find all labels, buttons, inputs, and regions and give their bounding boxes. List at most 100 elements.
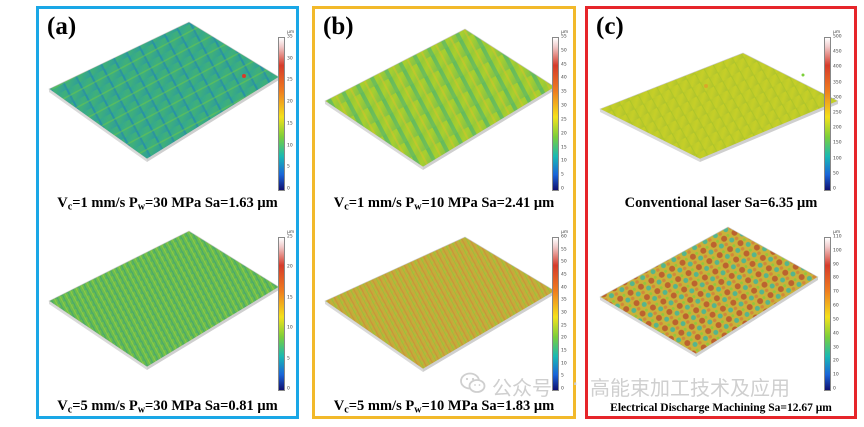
scale-tick-label: 110 [833, 234, 842, 240]
surface-map-b-top [324, 28, 556, 170]
scale-tick-label: 45 [561, 272, 567, 278]
scale-tick-label: 100 [833, 248, 842, 254]
scale-tick-label: 0 [561, 186, 564, 192]
unit-label: μm [561, 30, 569, 35]
panel-c-label: (c) [596, 13, 624, 40]
scale-tick-label: 45 [561, 62, 567, 68]
scale-tick-label: 25 [561, 117, 567, 123]
watermark-separator: · [572, 372, 579, 396]
scale-tick-label: 30 [833, 345, 839, 351]
scale-tick-label: 60 [561, 234, 567, 240]
scale-tick-label: 10 [561, 361, 567, 367]
scale-tick-label: 15 [287, 295, 293, 301]
scale-tick-label: 400 [833, 64, 842, 70]
scale-tick-label: 15 [561, 145, 567, 151]
scale-tick-label: 5 [561, 373, 564, 379]
caption-c-top: Conventional laser Sa=6.35 μm [624, 195, 818, 211]
color-scale-b-top: μm 55 50 45 40 35 30 25 20 15 10 5 0 [552, 30, 568, 192]
scale-tick-label: 25 [287, 77, 293, 83]
panel-a-label: (a) [47, 13, 77, 40]
scale-tick-label: 40 [561, 75, 567, 81]
caption-b-top: Vc=1 mm/s Pw=10 MPa Sa=2.41 μm [333, 195, 555, 213]
scale-tick-label: 15 [561, 348, 567, 354]
caption-a-top: Vc=1 mm/s Pw=30 MPa Sa=1.63 μm [57, 195, 278, 213]
scale-tick-label: 10 [287, 325, 293, 331]
color-gradient-bar [824, 37, 831, 191]
scale-tick-label: 80 [833, 275, 839, 281]
surface-map-a-bottom [48, 230, 280, 370]
panel-b-label: (b) [323, 13, 354, 40]
surface-map-c-bottom [599, 226, 819, 357]
unit-label: μm [561, 230, 569, 235]
color-gradient-bar [824, 237, 831, 391]
color-scale-a-bottom: μm 25 20 15 10 5 0 [278, 230, 294, 392]
scale-tick-label: 10 [833, 372, 839, 378]
scale-tick-label: 35 [287, 34, 293, 40]
scale-tick-label: 20 [561, 335, 567, 341]
surface-map-c-top [599, 52, 839, 162]
scale-tick-label: 50 [833, 317, 839, 323]
scale-tick-label: 25 [287, 234, 293, 240]
scale-tick-label: 500 [833, 34, 842, 40]
color-scale-b-bottom: μm 60 55 50 45 40 35 30 25 20 15 10 5 0 [552, 230, 568, 392]
scale-tick-label: 20 [287, 99, 293, 105]
scale-tick-label: 20 [561, 131, 567, 137]
panel-b: (b) [312, 6, 576, 419]
unit-label: μm [833, 230, 841, 235]
scale-tick-label: 30 [287, 56, 293, 62]
scale-tick-label: 20 [287, 264, 293, 270]
unit-label: μm [287, 230, 295, 235]
scale-tick-label: 100 [833, 156, 842, 162]
color-scale-c-top: μm 500 450 400 350 300 250 200 150 100 50 0 [824, 30, 842, 192]
color-scale-c-bottom: μm 110 100 90 80 70 60 50 40 30 20 10 0 [824, 230, 842, 392]
scale-tick-label: 300 [833, 95, 842, 101]
scale-tick-label: 0 [287, 386, 290, 392]
scale-tick-label: 60 [833, 303, 839, 309]
color-gradient-bar [278, 37, 285, 191]
scale-tick-label: 70 [833, 289, 839, 295]
color-gradient-bar [552, 237, 559, 391]
scale-tick-label: 5 [287, 164, 290, 170]
scale-tick-label: 10 [561, 158, 567, 164]
scale-tick-label: 25 [561, 323, 567, 329]
scale-tick-label: 0 [287, 186, 290, 192]
caption-b-bottom: Vc=5 mm/s Pw=10 MPa Sa=1.83 μm [333, 398, 555, 416]
scale-tick-label: 0 [833, 186, 836, 192]
scale-tick-label: 0 [561, 386, 564, 392]
color-gradient-bar [278, 237, 285, 391]
scale-tick-label: 15 [287, 121, 293, 127]
surface-map-a-top [48, 21, 280, 162]
scale-tick-label: 30 [561, 103, 567, 109]
scale-tick-label: 250 [833, 110, 842, 116]
watermark: 公众号 · 高能束加工技术及应用 [460, 372, 860, 400]
panel-a: (a) [36, 6, 299, 419]
caption-c-bottom: Electrical Discharge Machining Sa=12.67 … [610, 402, 832, 414]
unit-label: μm [833, 30, 841, 35]
scale-tick-label: 40 [833, 331, 839, 337]
scale-tick-label: 30 [561, 310, 567, 316]
scale-tick-label: 40 [561, 285, 567, 291]
scale-tick-label: 450 [833, 49, 842, 55]
scale-tick-label: 150 [833, 140, 842, 146]
scale-tick-label: 55 [561, 34, 567, 40]
scale-tick-label: 35 [561, 297, 567, 303]
scale-tick-label: 50 [833, 171, 839, 177]
watermark-prefix: 公众号 [492, 376, 552, 400]
scale-tick-label: 90 [833, 262, 839, 268]
panel-c: (c) μm [585, 6, 857, 419]
color-gradient-bar [552, 37, 559, 191]
surface-map-b-bottom [324, 236, 556, 372]
unit-label: μm [287, 30, 295, 35]
scale-tick-label: 10 [287, 143, 293, 149]
wechat-icon [460, 372, 486, 393]
scale-tick-label: 20 [833, 358, 839, 364]
scale-tick-label: 5 [561, 172, 564, 178]
caption-a-bottom: Vc=5 mm/s Pw=30 MPa Sa=0.81 μm [57, 398, 278, 416]
color-scale-a-top: μm 35 30 25 20 15 10 5 0 [278, 30, 294, 192]
scale-tick-label: 55 [561, 247, 567, 253]
scale-tick-label: 350 [833, 80, 842, 86]
scale-tick-label: 50 [561, 259, 567, 265]
scale-tick-label: 35 [561, 89, 567, 95]
scale-tick-label: 5 [287, 356, 290, 362]
scale-tick-label: 200 [833, 125, 842, 131]
